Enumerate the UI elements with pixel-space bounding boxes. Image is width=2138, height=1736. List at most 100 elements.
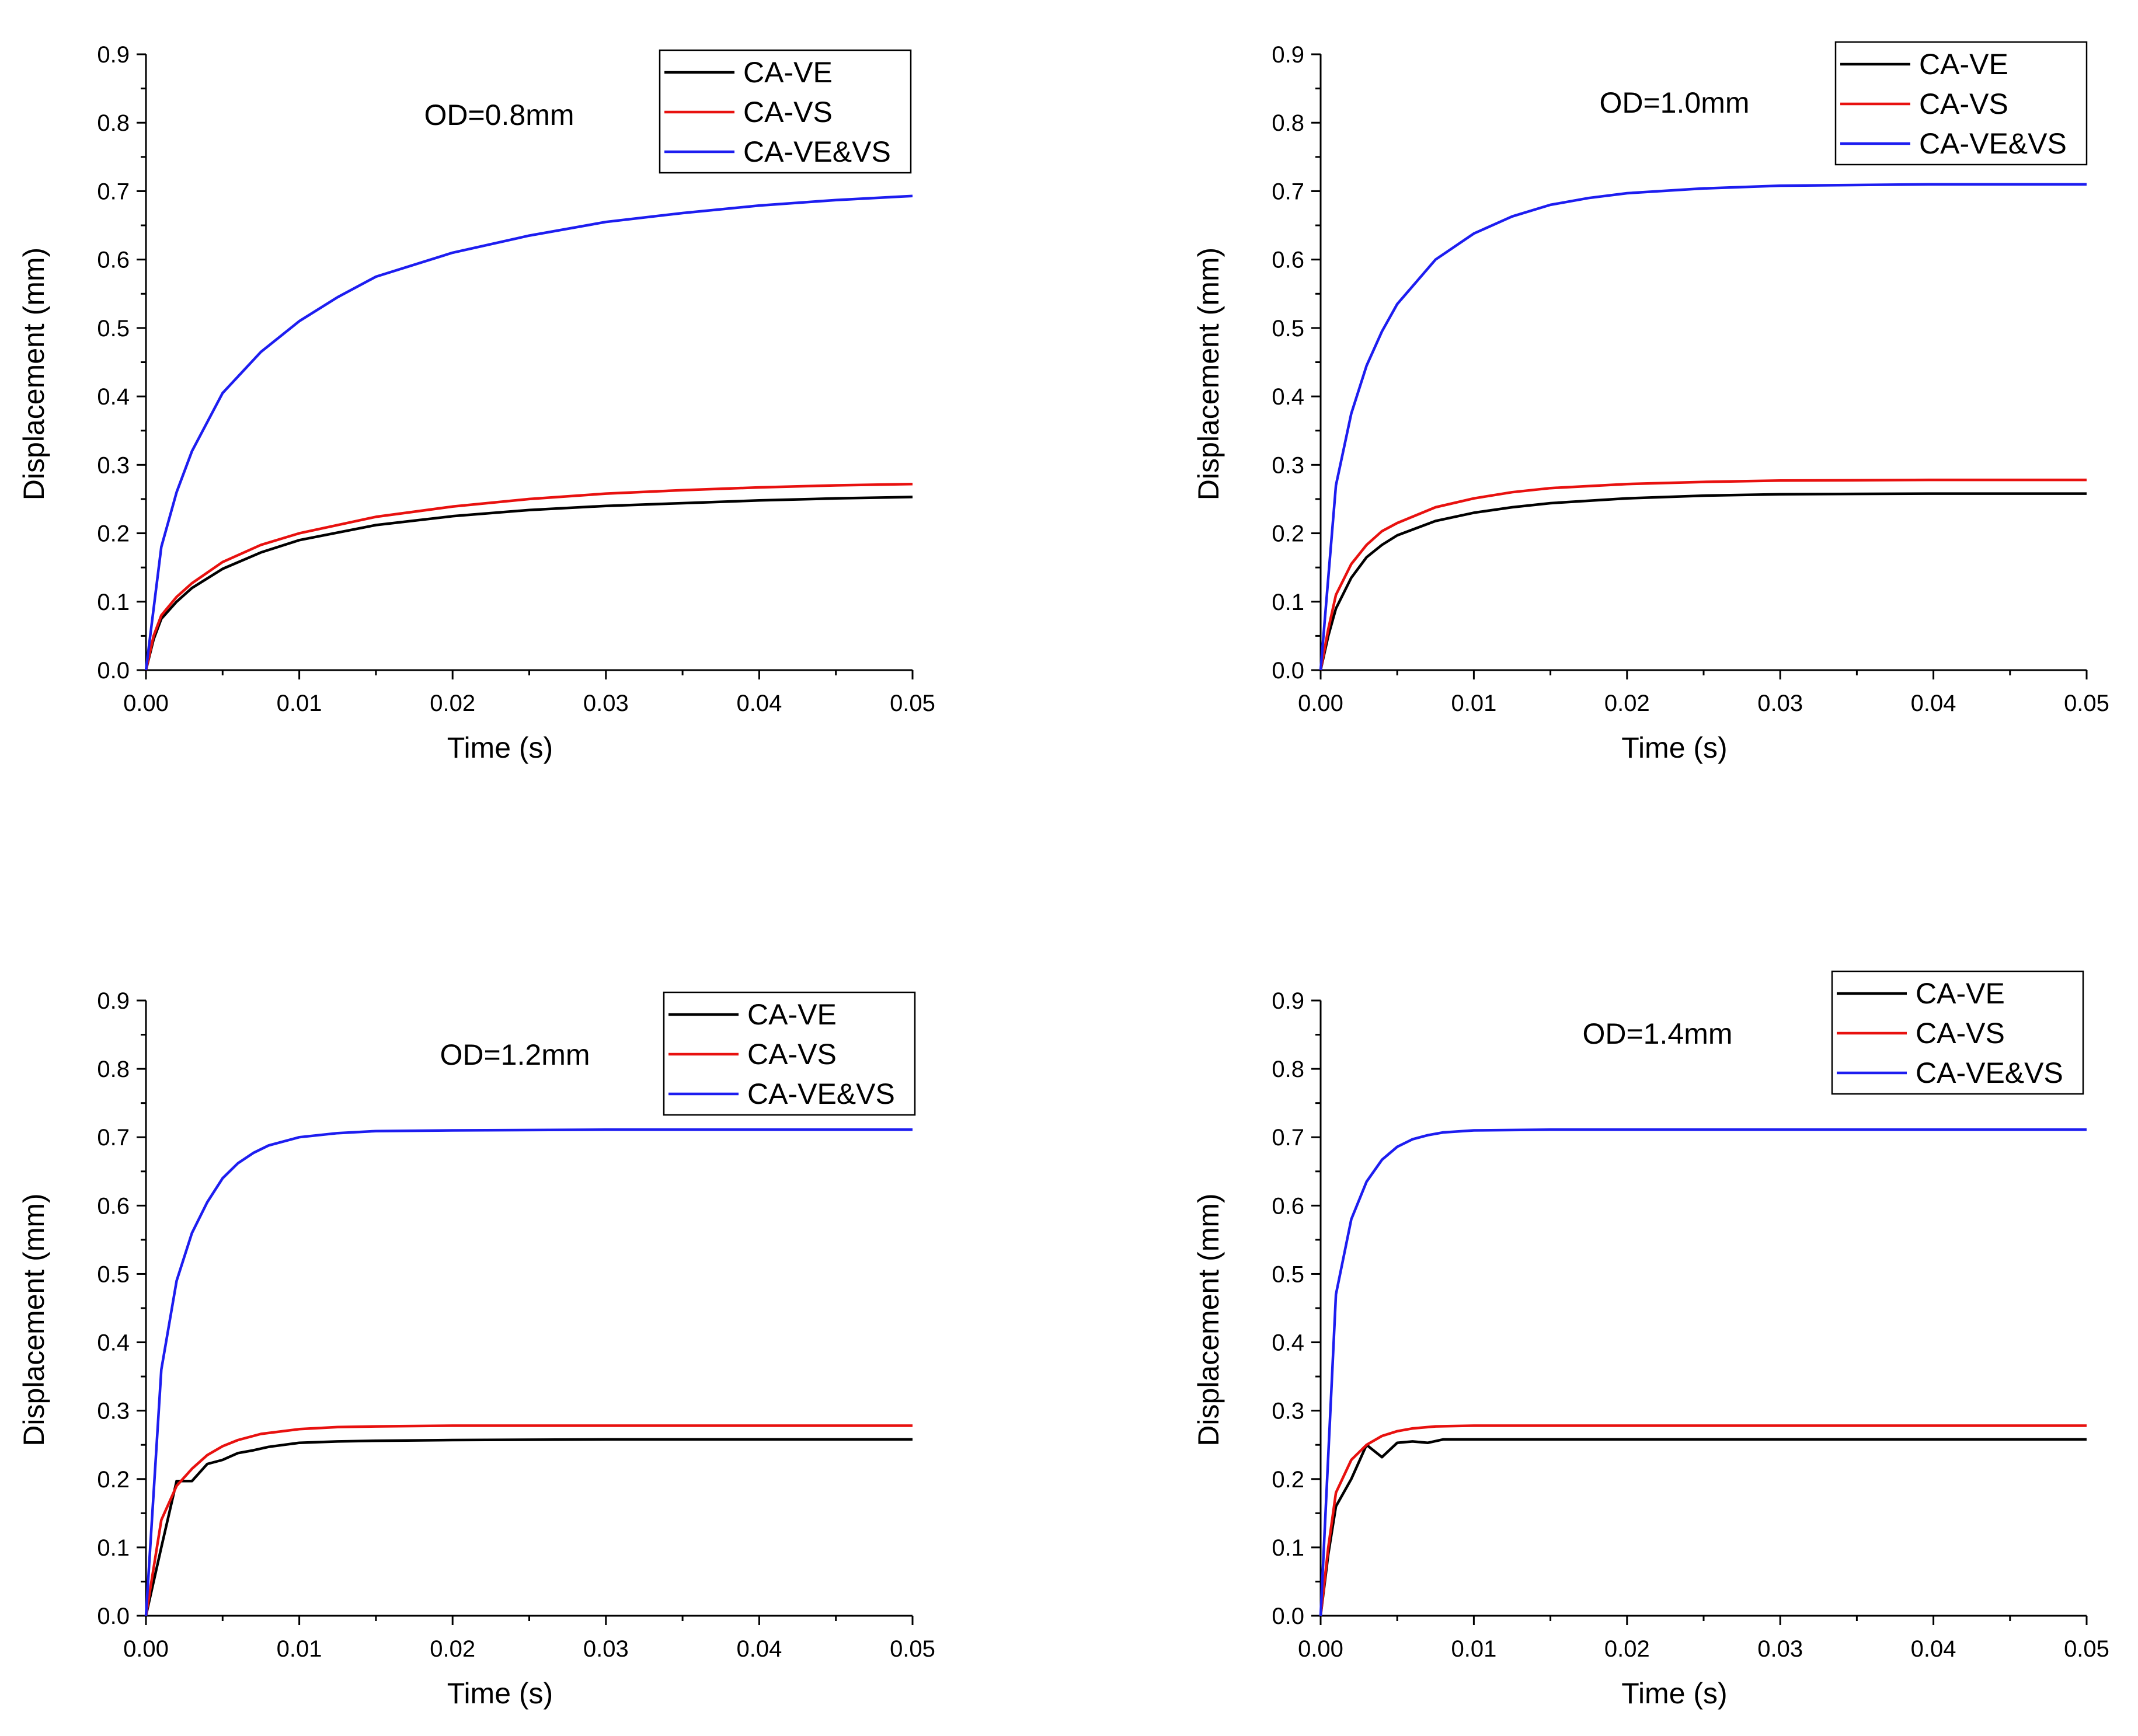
od-annotation: OD=1.2mm (440, 1038, 590, 1071)
x-tick-label: 0.01 (277, 691, 322, 716)
y-tick-label: 0.4 (1272, 1330, 1304, 1356)
x-axis-label: Time (s) (1621, 731, 1727, 764)
legend-label: CA-VS (1916, 1017, 2005, 1050)
x-tick-label: 0.00 (123, 691, 169, 716)
x-tick-label: 0.02 (1604, 1636, 1650, 1662)
y-tick-label: 0.3 (1272, 1399, 1304, 1424)
x-tick-label: 0.01 (277, 1636, 322, 1662)
y-tick-label: 0.7 (1272, 1125, 1304, 1151)
od-annotation: OD=1.0mm (1599, 86, 1749, 119)
series-line-ca-vs (1319, 478, 2087, 671)
y-tick-label: 0.7 (1272, 179, 1304, 204)
y-tick-label: 0.9 (97, 42, 130, 68)
y-tick-label: 0.4 (1272, 384, 1304, 410)
y-tick-label: 0.7 (97, 1125, 130, 1151)
y-tick-label: 0.6 (1272, 1193, 1304, 1219)
y-tick-label: 0.0 (1272, 658, 1304, 684)
y-tick-label: 0.4 (97, 1330, 130, 1356)
y-tick-label: 0.2 (1272, 521, 1304, 547)
y-tick-label: 0.1 (1272, 1535, 1304, 1561)
x-axis-label: Time (s) (1621, 1677, 1727, 1710)
y-tick-label: 0.4 (97, 384, 130, 410)
legend-label: CA-VE (743, 56, 833, 89)
y-tick-label: 0.7 (97, 179, 130, 204)
legend-label: CA-VE&VS (1919, 127, 2067, 160)
x-tick-label: 0.03 (1757, 1636, 1803, 1662)
series-line-ca-ve (1319, 1438, 2087, 1616)
x-tick-label: 0.05 (2064, 1636, 2109, 1662)
series-line-ca-vs (144, 482, 913, 671)
chart-panel-1: 0.00 0.01 0.02 0.03 0.04 0.05 0.0 0.1 0.2 0.3 0.4 0… (18, 42, 935, 764)
legend: CA-VE CA-VS CA-VE&VS (1834, 41, 2088, 166)
x-tick-label: 0.04 (1911, 1636, 1956, 1662)
chart-panel-2: 0.00 0.01 0.02 0.03 0.04 0.05 0.0 0.1 0.2 0.3 0.4 0… (1192, 41, 2109, 764)
y-tick-label: 0.8 (1272, 1057, 1304, 1082)
x-tick-label: 0.03 (583, 691, 629, 716)
y-tick-label: 0.9 (1272, 42, 1304, 68)
y-tick-label: 0.1 (1272, 590, 1304, 615)
y-tick-label: 0.8 (1272, 110, 1304, 136)
y-tick-label: 0.0 (97, 658, 130, 684)
x-tick-label: 0.00 (1298, 691, 1343, 716)
x-tick-label: 0.00 (123, 1636, 169, 1662)
series-line-ca-vs (144, 1424, 913, 1616)
legend-label: CA-VS (743, 96, 833, 128)
y-axis-label: Displacement (mm) (1192, 247, 1225, 500)
y-tick-label: 0.1 (97, 1535, 130, 1561)
legend: CA-VE CA-VS CA-VE&VS (659, 49, 912, 174)
x-tick-label: 0.05 (2064, 691, 2109, 716)
y-tick-label: 0.9 (1272, 988, 1304, 1014)
y-tick-label: 0.3 (1272, 452, 1304, 478)
legend-label: CA-VE&VS (743, 135, 891, 168)
y-tick-label: 0.2 (97, 1467, 130, 1493)
legend-label: CA-VE (747, 998, 837, 1031)
y-tick-label: 0.1 (97, 590, 130, 615)
x-tick-label: 0.04 (736, 1636, 782, 1662)
x-tick-label: 0.04 (736, 691, 782, 716)
chart-panel-4: 0.00 0.01 0.02 0.03 0.04 0.05 0.0 0.1 0.2 0.3 0.4 0… (1192, 970, 2109, 1710)
legend-label: CA-VS (747, 1038, 837, 1071)
legend-label: CA-VE (1919, 48, 2008, 81)
x-tick-label: 0.03 (583, 1636, 629, 1662)
y-tick-label: 0.0 (97, 1603, 130, 1629)
series-line-ca-ve (144, 496, 913, 671)
y-tick-label: 0.5 (97, 316, 130, 341)
x-tick-label: 0.04 (1911, 691, 1956, 716)
y-axis-label: Displacement (mm) (1192, 1193, 1225, 1446)
legend: CA-VE CA-VS CA-VE&VS (663, 991, 916, 1116)
od-annotation: OD=1.4mm (1582, 1017, 1732, 1050)
y-tick-label: 0.5 (1272, 1261, 1304, 1287)
x-tick-label: 0.03 (1757, 691, 1803, 716)
y-tick-label: 0.0 (1272, 1603, 1304, 1629)
series-line-ca-ve (144, 1438, 913, 1616)
x-axis-label: Time (s) (447, 731, 553, 764)
y-tick-label: 0.2 (97, 521, 130, 547)
od-annotation: OD=0.8mm (424, 99, 574, 131)
y-tick-label: 0.3 (97, 1399, 130, 1424)
x-tick-label: 0.00 (1298, 1636, 1343, 1662)
y-tick-label: 0.6 (1272, 247, 1304, 273)
y-tick-label: 0.5 (1272, 316, 1304, 341)
series-line-ca-ve-vs (144, 194, 913, 671)
y-axis-label: Displacement (mm) (18, 1193, 50, 1446)
series-line-ca-vs (1319, 1424, 2087, 1616)
x-tick-label: 0.05 (890, 1636, 935, 1662)
x-tick-label: 0.02 (430, 691, 475, 716)
legend-label: CA-VS (1919, 88, 2008, 120)
legend-label: CA-VE&VS (1916, 1057, 2063, 1089)
y-tick-label: 0.8 (97, 110, 130, 136)
x-tick-label: 0.02 (1604, 691, 1650, 716)
x-tick-label: 0.01 (1451, 1636, 1496, 1662)
y-tick-label: 0.5 (97, 1261, 130, 1287)
y-tick-label: 0.9 (97, 988, 130, 1014)
y-tick-label: 0.6 (97, 1193, 130, 1219)
x-tick-label: 0.01 (1451, 691, 1496, 716)
x-tick-label: 0.02 (430, 1636, 475, 1662)
y-tick-label: 0.6 (97, 247, 130, 273)
chart-panel-3: 0.00 0.01 0.02 0.03 0.04 0.05 0.0 0.1 0.2 0.3 0.4 0… (18, 988, 935, 1710)
series-line-ca-ve-vs (1319, 1128, 2087, 1616)
y-axis-label: Displacement (mm) (18, 247, 50, 500)
y-tick-label: 0.8 (97, 1057, 130, 1082)
legend-label: CA-VE (1916, 977, 2005, 1010)
